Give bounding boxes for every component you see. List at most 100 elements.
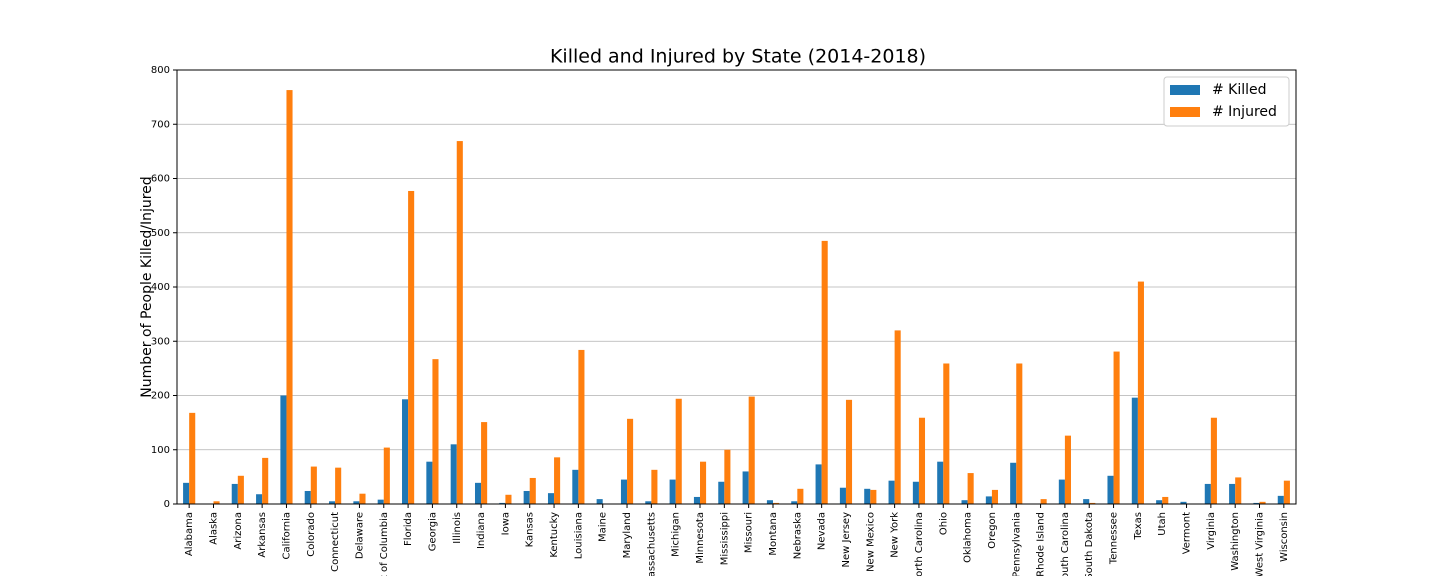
bar xyxy=(329,501,336,504)
x-tick-label: Oklahoma xyxy=(963,512,974,563)
bar xyxy=(359,493,366,504)
x-tick-label: Alabama xyxy=(184,512,195,556)
x-tick-label: Tennessee xyxy=(1109,512,1120,565)
bar xyxy=(408,190,415,505)
x-tick-label: District of Columbia xyxy=(379,512,390,576)
x-tick-label: Maryland xyxy=(622,512,633,558)
bar xyxy=(189,412,196,504)
bar xyxy=(1137,281,1144,504)
bar xyxy=(432,359,439,504)
bar xyxy=(1040,499,1047,504)
bar xyxy=(523,490,530,504)
bar xyxy=(724,449,731,504)
x-tick-label: South Carolina xyxy=(1060,512,1071,576)
x-tick-label: Massachusetts xyxy=(646,512,657,576)
bar xyxy=(1064,435,1071,504)
bar xyxy=(985,496,992,504)
x-tick-label: Florida xyxy=(403,512,414,546)
bar xyxy=(839,487,846,504)
y-tick-label: 400 xyxy=(151,282,170,293)
bar xyxy=(529,477,536,504)
bar xyxy=(991,489,999,504)
bar xyxy=(1180,501,1187,504)
bar xyxy=(450,444,457,504)
bar xyxy=(1235,477,1242,504)
bar xyxy=(231,483,238,504)
bar xyxy=(383,447,390,504)
bar xyxy=(402,399,409,504)
y-tick-label: 200 xyxy=(151,391,170,402)
x-tick-label: California xyxy=(281,512,292,560)
x-tick-label: South Dakota xyxy=(1084,512,1095,576)
bar xyxy=(554,457,561,504)
bar xyxy=(456,141,463,504)
bar xyxy=(280,395,287,504)
legend-swatch xyxy=(1170,85,1200,95)
x-tick-label: Colorado xyxy=(306,512,317,557)
bar xyxy=(772,502,780,504)
bar xyxy=(620,479,628,504)
bar xyxy=(961,500,968,504)
x-tick-label: Michigan xyxy=(671,512,682,557)
x-tick-label: New Jersey xyxy=(841,512,852,568)
x-tick-label: New Mexico xyxy=(865,512,876,572)
x-tick-label: Alaska xyxy=(208,512,219,545)
bar xyxy=(912,481,919,504)
x-tick-label: Illinois xyxy=(452,512,463,544)
x-tick-label: Nebraska xyxy=(792,512,803,559)
bar xyxy=(1131,397,1138,504)
bar xyxy=(967,473,974,504)
bar xyxy=(426,461,433,504)
x-tick-label: Vermont xyxy=(1182,512,1193,554)
x-tick-label: Iowa xyxy=(500,512,511,535)
x-tick-label: Montana xyxy=(768,512,779,556)
x-tick-label: Pennsylvania xyxy=(1011,512,1022,576)
y-tick-label: 500 xyxy=(151,228,170,239)
y-tick-label: 800 xyxy=(151,65,170,76)
bar xyxy=(748,396,755,504)
x-tick-label: Indiana xyxy=(476,512,487,549)
x-tick-label: Rhode Island xyxy=(1036,512,1047,576)
bar xyxy=(547,493,555,504)
bar xyxy=(474,482,482,504)
x-tick-label: Wisconsin xyxy=(1279,512,1290,562)
bar xyxy=(645,501,652,504)
bar xyxy=(1156,500,1163,504)
y-tick-label: 700 xyxy=(151,119,170,130)
bar xyxy=(821,240,828,504)
bar xyxy=(304,490,311,504)
bar xyxy=(505,494,512,504)
x-tick-label: Nevada xyxy=(817,512,828,550)
x-tick-label: Louisiana xyxy=(573,512,584,559)
x-tick-label: Kansas xyxy=(525,512,536,547)
bar xyxy=(596,499,603,504)
x-tick-label: Kentucky xyxy=(549,512,560,558)
bar xyxy=(870,489,877,504)
bar xyxy=(627,418,634,504)
bar xyxy=(335,467,342,504)
x-tick-label: Oregon xyxy=(987,512,998,549)
x-tick-label: Texas xyxy=(1133,512,1144,541)
bar xyxy=(377,499,384,504)
bar xyxy=(888,480,895,504)
x-tick-label: Connecticut xyxy=(330,512,341,572)
x-tick-label: Delaware xyxy=(354,512,365,559)
bar xyxy=(894,330,901,504)
bar xyxy=(845,399,853,504)
bar xyxy=(675,398,682,504)
x-tick-label: Virginia xyxy=(1206,512,1217,550)
bar xyxy=(797,488,804,504)
bar xyxy=(766,500,773,504)
bar xyxy=(262,457,269,504)
x-tick-label: Georgia xyxy=(427,512,438,551)
bar xyxy=(578,349,585,504)
y-tick-label: 100 xyxy=(151,445,170,456)
bar xyxy=(1283,480,1290,504)
bar xyxy=(918,417,926,504)
bar xyxy=(256,494,263,504)
bar xyxy=(937,461,944,504)
x-tick-label: Utah xyxy=(1157,512,1168,536)
x-tick-label: Washington xyxy=(1230,512,1241,571)
legend-swatch xyxy=(1170,107,1200,117)
bar xyxy=(1089,502,1096,504)
